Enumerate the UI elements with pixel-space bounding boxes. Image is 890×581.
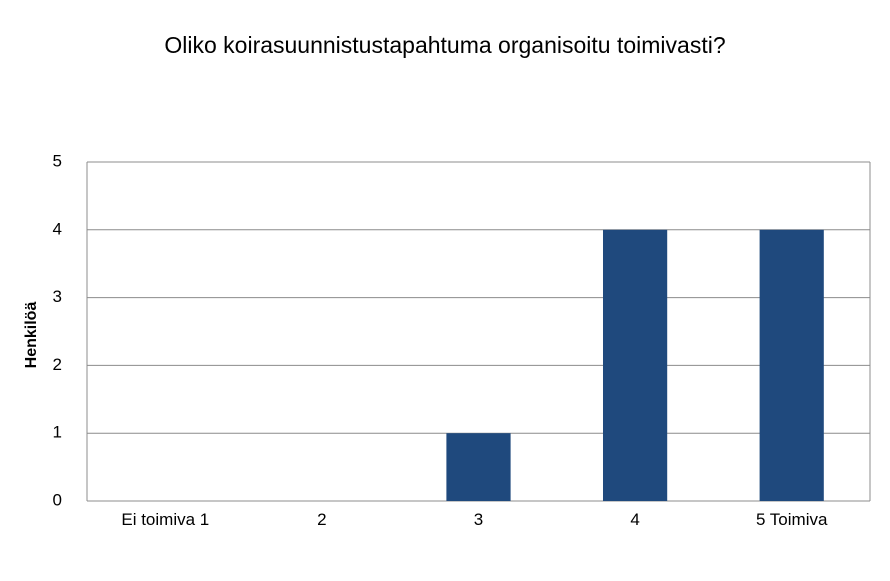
bar bbox=[759, 229, 824, 502]
y-axis-label: Henkilöä bbox=[23, 302, 40, 369]
x-tick-label: 2 bbox=[317, 510, 327, 529]
bar bbox=[446, 433, 511, 501]
chart-title: Oliko koirasuunnistustapahtuma organisoi… bbox=[164, 32, 726, 58]
x-tick-label: Ei toimiva 1 bbox=[121, 510, 210, 529]
x-tick-label: 5 Toimiva bbox=[755, 510, 828, 529]
y-tick-label: 0 bbox=[53, 490, 62, 509]
y-tick-label: 5 bbox=[53, 151, 62, 170]
y-tick-label: 3 bbox=[53, 287, 62, 306]
bar bbox=[602, 229, 668, 502]
y-tick-label: 1 bbox=[53, 423, 62, 442]
y-tick-label: 4 bbox=[53, 219, 62, 238]
x-tick-label: 3 bbox=[473, 510, 484, 529]
x-tick-label: 4 bbox=[630, 510, 640, 529]
y-tick-label: 2 bbox=[53, 355, 62, 374]
